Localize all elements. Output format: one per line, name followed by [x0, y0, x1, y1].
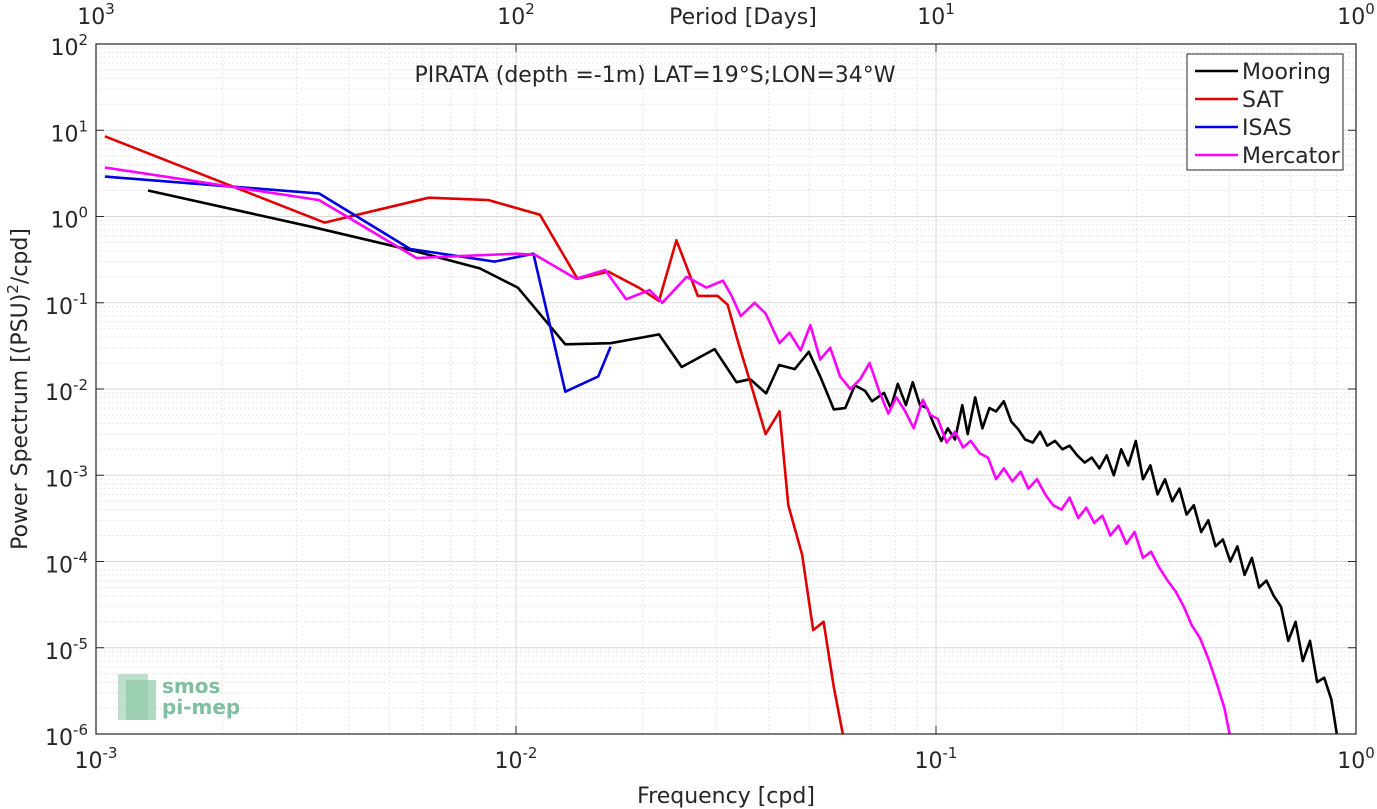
y-tick-label: 10-3: [45, 462, 88, 492]
top-axis-label: Period [Days]: [669, 5, 817, 30]
y-tick-label: 10-5: [45, 635, 88, 665]
y-tick-label: 10-6: [45, 721, 88, 751]
series-line-sat: [104, 135, 845, 735]
series-line-mercator: [104, 166, 1231, 735]
y-tick-labels: 10-6 10-5 10-4 10-3 10-2 10-1 100 101 102: [45, 31, 88, 751]
x-axis-label: Frequency [cpd]: [637, 784, 815, 809]
x-tick-label: 10-3: [75, 744, 118, 774]
y-axis-label: Power Spectrum [(PSU)2/cpd]: [4, 228, 33, 550]
y-tick-label: 10-1: [45, 290, 88, 320]
top-tick-label: 103: [77, 0, 115, 30]
legend-label-sat: SAT: [1242, 88, 1284, 113]
top-tick-label: 101: [917, 0, 955, 30]
legend-box: [1186, 53, 1344, 171]
x-tick-labels: 10-3 10-2 10-1 100: [75, 744, 1375, 774]
y-tick-label: 101: [50, 117, 88, 147]
legend-label-isas: ISAS: [1242, 116, 1292, 141]
series-line-mooring: [147, 189, 1339, 735]
top-tick-label: 100: [1337, 0, 1375, 30]
series-layer: [104, 135, 1339, 735]
chart-title: PIRATA (depth =-1m) LAT=19°S;LON=34°W: [414, 63, 895, 88]
top-tick-labels: 103 102 101 100: [77, 0, 1375, 30]
y-tick-label: 102: [50, 31, 88, 61]
x-tick-label: 10-2: [495, 744, 538, 774]
legend-label-mooring: Mooring: [1242, 60, 1331, 85]
series-line-isas: [104, 175, 612, 393]
y-tick-label: 10-4: [45, 549, 88, 579]
logo-line1: smos: [162, 674, 220, 698]
legend-label-mercator: Mercator: [1242, 144, 1341, 169]
smos-pi-mep-logo: smos pi-mep: [118, 674, 240, 720]
y-tick-label: 100: [50, 204, 88, 234]
x-tick-label: 10-1: [915, 744, 958, 774]
x-tick-label: 100: [1337, 744, 1375, 774]
logo-line2: pi-mep: [162, 695, 240, 719]
legend: Mooring SAT ISAS Mercator: [1186, 53, 1344, 171]
tick-marks: [95, 43, 1357, 735]
top-tick-label: 102: [497, 0, 535, 30]
y-tick-label: 10-2: [45, 376, 88, 406]
